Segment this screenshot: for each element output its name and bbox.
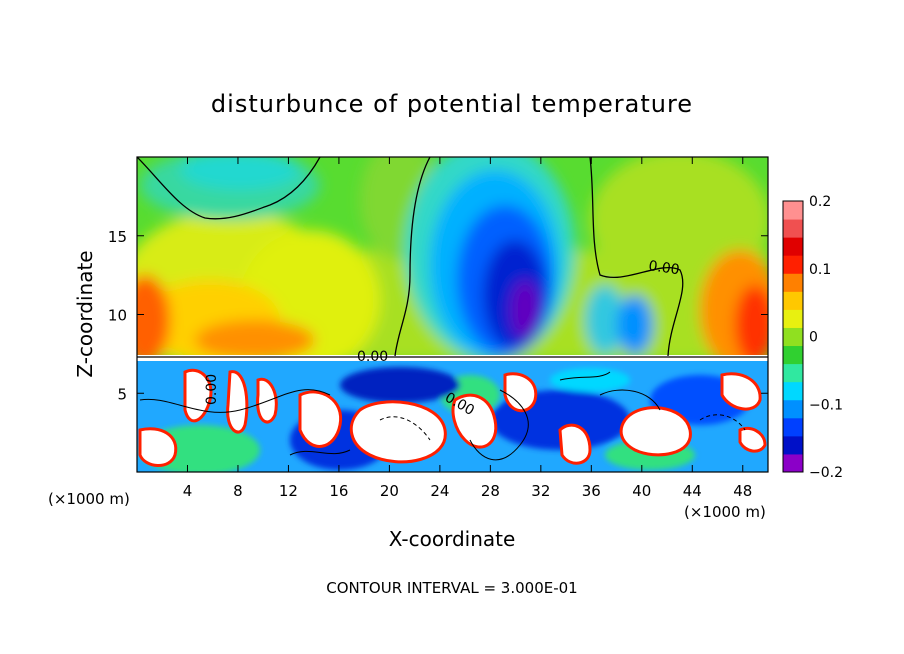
x-tick-label: 44 — [683, 482, 702, 500]
colorbar-swatch — [783, 327, 803, 347]
x-tick-label: 20 — [380, 482, 399, 500]
x-tick-label: 16 — [329, 482, 348, 500]
colorbar-frame — [782, 200, 804, 473]
x-tick-label: 36 — [582, 482, 601, 500]
y-tick-label: 15 — [108, 228, 127, 246]
x-tick-label: 12 — [279, 482, 298, 500]
colorbar-tick-label: 0.2 — [809, 194, 831, 210]
y-tick-label: 5 — [117, 385, 127, 403]
colorbar-swatch — [783, 201, 803, 220]
colorbar-swatch — [783, 219, 803, 238]
colorbar-tick-label: −0.2 — [809, 465, 843, 481]
x-tick-label: 32 — [531, 482, 550, 500]
colorbar-swatch — [783, 273, 803, 292]
colorbar-tick-label: 0.1 — [809, 262, 831, 278]
colorbar-swatch — [783, 345, 803, 365]
x-axis-label: X-coordinate — [389, 527, 516, 551]
colorbar-tick-label: 0 — [809, 330, 818, 346]
x-tick-label: 28 — [481, 482, 500, 500]
contour-label: 0.00 — [647, 258, 680, 278]
colorbar-swatch — [783, 363, 803, 383]
x-tick-label: 4 — [183, 482, 193, 500]
x-tick-label: 48 — [733, 482, 752, 500]
colorbar-swatch — [783, 435, 803, 455]
colorbar-swatch — [783, 237, 803, 256]
contour-interval-note: CONTOUR INTERVAL = 3.000E-01 — [326, 579, 577, 597]
x-unit-left: (×1000 m) — [48, 490, 130, 508]
zero-contour — [137, 157, 768, 358]
contour-label: 0.00 — [357, 349, 388, 365]
contour-label: 0.00 — [204, 374, 220, 405]
y-tick-label: 10 — [108, 307, 127, 325]
x-tick-label: 24 — [430, 482, 449, 500]
colorbar-swatch — [783, 255, 803, 274]
colorbar-swatch — [783, 417, 803, 437]
colorbar-swatch — [783, 291, 803, 310]
colorbar: 0.2 0.1 0 −0.1 −0.2 — [782, 194, 843, 481]
colorbar-swatch — [783, 381, 803, 401]
x-tick-label: 40 — [632, 482, 651, 500]
chart-title: disturbunce of potential temperature — [211, 90, 693, 118]
colorbar-tick-label: −0.1 — [809, 397, 843, 413]
x-tick-label: 8 — [233, 482, 243, 500]
colorbar-swatch — [783, 399, 803, 419]
y-axis-label: Z-coordinate — [73, 250, 97, 377]
x-unit-right: (×1000 m) — [684, 503, 766, 521]
heatmap-field — [137, 157, 768, 472]
colorbar-swatch — [783, 453, 803, 473]
colorbar-swatch — [783, 309, 803, 328]
